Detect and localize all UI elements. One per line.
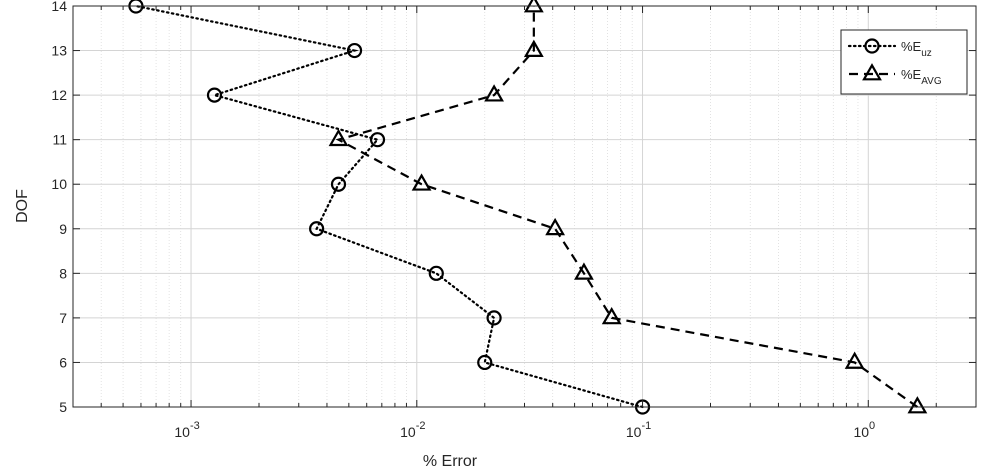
y-tick-label: 5 [59,399,67,415]
x-tick-labels: 10-3 10-2 10-1 100 [174,420,875,440]
x-tick-label: 10-2 [400,420,425,440]
y-tick-label: 13 [51,43,67,59]
legend-label: %EAVG [901,67,942,87]
data-point-circle [477,354,493,371]
y-axis-label: DOF [14,189,31,223]
y-tick-labels: 5 6 7 8 9 10 11 12 13 14 [51,0,67,415]
data-point-triangle [523,0,544,13]
data-point-circle [864,38,880,54]
x-tick-label: 100 [853,420,875,440]
legend-label: %Euz [901,39,932,59]
data-point-triangle [411,173,432,191]
data-point-circle [206,87,223,103]
series-line [134,4,644,409]
x-tick-label: 10-1 [626,420,651,440]
data-point-circle [309,221,325,237]
y-tick-label: 11 [52,132,67,148]
data-point-circle [346,42,363,59]
legend-entry: %Euz [847,38,932,59]
data-point-triangle [862,63,882,81]
data-point-circle [369,132,386,148]
y-tick-label: 10 [51,176,67,192]
series-avg [328,0,928,414]
data-point-triangle [844,351,865,369]
data-point-triangle [907,396,928,414]
series-layer [128,0,928,415]
axis-ticks [72,5,976,408]
legend-entry: %EAVG [849,63,942,87]
data-point-triangle [484,84,504,102]
data-point-circle [330,176,347,192]
y-tick-label: 6 [59,354,67,370]
data-point-triangle [328,128,349,147]
data-point-triangle [545,217,566,236]
legend-box [840,29,968,95]
x-axis-label: % Error [423,453,478,470]
x-tick-label: 10-3 [174,420,199,440]
data-point-triangle [523,39,544,57]
series-line [335,6,919,408]
data-point-circle [428,265,444,281]
data-point-triangle [574,262,594,280]
legend: %Euz %EAVG [840,29,968,95]
y-tick-label: 9 [59,221,67,237]
data-point-triangle [601,306,622,325]
y-tick-label: 8 [59,265,67,281]
y-tick-label: 14 [51,0,67,14]
data-point-circle [486,310,502,326]
y-tick-label: 12 [51,87,67,103]
y-tick-label: 7 [59,310,67,326]
